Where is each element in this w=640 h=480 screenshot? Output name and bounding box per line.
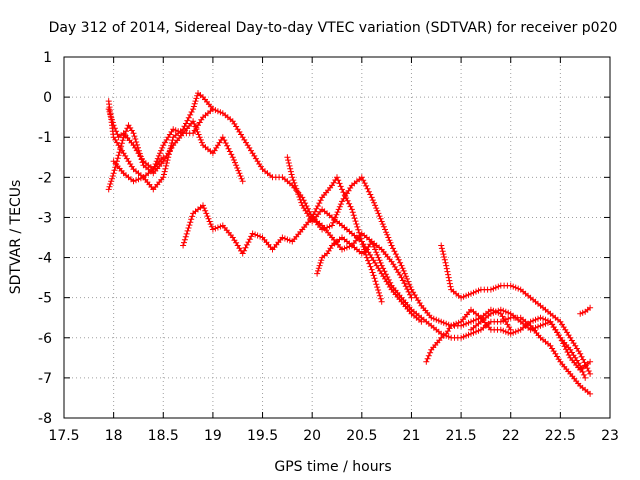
series-track-4 bbox=[110, 154, 167, 185]
y-tick-label: 0 bbox=[43, 90, 52, 106]
x-tick-label: 22.5 bbox=[545, 428, 576, 444]
chart-title: Day 312 of 2014, Sidereal Day-to-day VTE… bbox=[49, 20, 618, 36]
series-track-8 bbox=[309, 174, 385, 305]
data-point-markers bbox=[468, 306, 594, 373]
series-track-10 bbox=[438, 242, 594, 377]
data-point-markers bbox=[105, 90, 514, 333]
data-point-markers bbox=[577, 304, 594, 317]
x-tick-label: 18 bbox=[105, 428, 123, 444]
x-tick-label: 19 bbox=[204, 428, 222, 444]
data-point-markers bbox=[105, 106, 216, 193]
data-point-markers bbox=[309, 174, 385, 305]
series-track-3 bbox=[105, 106, 216, 193]
grid-lines bbox=[64, 57, 610, 418]
y-tick-label: -3 bbox=[38, 210, 52, 226]
data-point-markers bbox=[284, 154, 425, 325]
series-track-7 bbox=[314, 234, 415, 301]
data-series bbox=[105, 90, 594, 397]
x-tick-label: 18.5 bbox=[148, 428, 179, 444]
y-tick-label: -7 bbox=[38, 371, 52, 387]
data-point-markers bbox=[180, 202, 594, 397]
x-tick-label: 23 bbox=[601, 428, 619, 444]
y-tick-label: -1 bbox=[38, 130, 52, 146]
series-track-6 bbox=[284, 154, 425, 325]
y-tick-label: 1 bbox=[43, 50, 52, 66]
x-tick-label: 20 bbox=[303, 428, 321, 444]
series-track-5 bbox=[180, 202, 594, 397]
series-track-12 bbox=[577, 304, 594, 317]
x-tick-label: 20.5 bbox=[346, 428, 377, 444]
series-track-11 bbox=[468, 306, 594, 373]
series-track-1 bbox=[105, 90, 514, 333]
y-tick-label: -4 bbox=[38, 251, 52, 267]
x-tick-label: 21 bbox=[403, 428, 421, 444]
x-tick-label: 21.5 bbox=[446, 428, 477, 444]
y-tick-label: -8 bbox=[38, 411, 52, 427]
data-point-markers bbox=[110, 154, 167, 185]
x-axis-label: GPS time / hours bbox=[274, 459, 391, 475]
x-tick-label: 19.5 bbox=[247, 428, 278, 444]
plot-frame bbox=[63, 56, 611, 419]
y-tick-label: -2 bbox=[38, 170, 52, 186]
axes bbox=[63, 56, 611, 419]
x-tick-label: 22 bbox=[502, 428, 520, 444]
y-axis-label: SDTVAR / TECUs bbox=[8, 180, 24, 295]
data-point-markers bbox=[314, 234, 415, 301]
data-point-markers bbox=[438, 242, 594, 377]
y-tick-label: -6 bbox=[38, 331, 52, 347]
y-tick-label: -5 bbox=[38, 291, 52, 307]
tick-labels: 17.5 18 18.5 19 19.5 20 20.5 21 21.5 22 22.5 23 1 0 -1… bbox=[38, 50, 619, 444]
x-tick-label: 17.5 bbox=[48, 428, 79, 444]
